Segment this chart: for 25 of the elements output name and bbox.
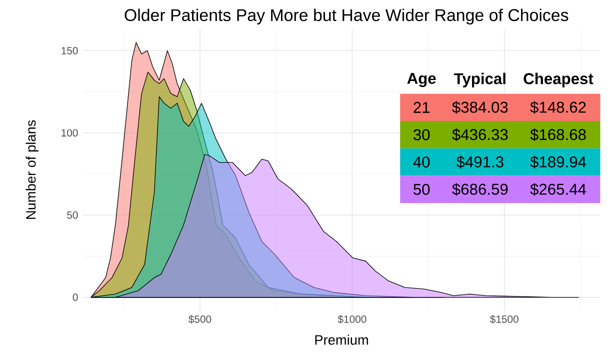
x-tick-label: $1500 <box>490 314 518 324</box>
annotation: $491.3 <box>456 156 504 168</box>
annotation: $148.62 <box>530 100 586 114</box>
annotation: $189.94 <box>530 156 586 168</box>
annotation: $384.03 <box>452 100 508 114</box>
y-tick-label: 0 <box>72 293 78 301</box>
annotation: Typical <box>454 72 506 88</box>
legend-title: Age <box>407 72 436 87</box>
x-axis-title: Premium <box>315 334 368 345</box>
chart-title: Older Patients Pay More but Have Wider Range of Choices <box>124 8 568 24</box>
annotation: $436.33 <box>452 128 508 141</box>
y-axis-title: Number of plans <box>26 120 38 219</box>
annotation: Cheapest <box>524 72 594 88</box>
annotation: $265.44 <box>530 182 586 196</box>
annotation: $686.59 <box>452 182 508 196</box>
annotation: $168.68 <box>530 128 586 141</box>
text: 30 <box>414 129 430 140</box>
y-tick-label: 100 <box>62 129 78 136</box>
y-tick-label: 150 <box>62 46 78 54</box>
x-tick-label: $1000 <box>338 314 366 324</box>
text: 21 <box>414 102 430 113</box>
y-tick-label: 50 <box>67 211 78 219</box>
x-tick-label: $500 <box>188 314 212 324</box>
text: 50 <box>414 184 430 195</box>
text: 40 <box>413 156 430 168</box>
